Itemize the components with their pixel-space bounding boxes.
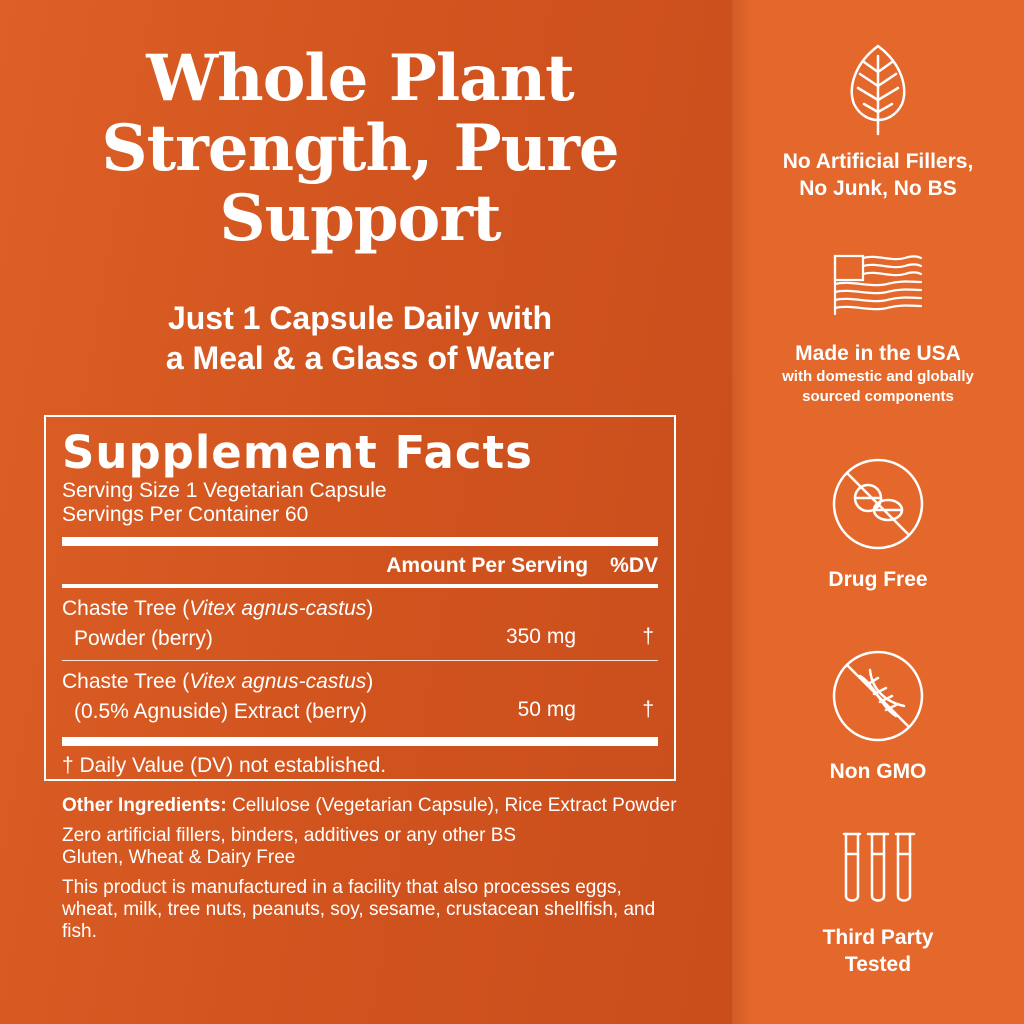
facts-divider-thick	[62, 737, 658, 746]
subheadline-line-2: a Meal & a Glass of Water	[165, 340, 555, 376]
other-ingredients-text: Cellulose (Vegetarian Capsule), Rice Ext…	[226, 795, 677, 816]
header-amount: Amount Per Serving	[386, 554, 589, 577]
facts-header-row: Amount Per Serving %DV	[62, 552, 658, 584]
allergen-statement: This product is manufactured in a facili…	[62, 877, 656, 942]
ingredient-row: Chaste Tree (Vitex agnus-castus) (0.5% A…	[62, 661, 658, 733]
headline-line-1: Whole Plant	[146, 41, 574, 116]
headline: Whole Plant Strength, Pure Support	[40, 44, 680, 254]
feature-label: Non GMO	[829, 760, 927, 783]
ingredient-amount: 50 mg	[517, 698, 576, 721]
feature-sublabel: sourced components	[802, 388, 954, 405]
facts-divider-thin	[62, 660, 658, 661]
feature-non-gmo: Non GMO	[732, 648, 1024, 785]
facts-title: Supplement Facts	[62, 426, 533, 479]
feature-label: No Junk, No BS	[799, 177, 957, 200]
subheadline-line-1: Just 1 Capsule Daily with	[167, 300, 553, 336]
feature-sublabel: with domestic and globally	[782, 368, 974, 385]
feature-label: No Artificial Fillers,	[782, 150, 974, 173]
ingredient-form: Powder (berry)	[74, 627, 213, 650]
feature-label: Drug Free	[828, 568, 928, 591]
leaf-icon	[850, 44, 906, 136]
feature-label: Made in the USA	[795, 342, 961, 365]
servings-per-container: Servings Per Container 60	[62, 503, 309, 526]
test-tubes-icon	[842, 832, 916, 902]
header-dv: %DV	[610, 554, 658, 577]
usa-flag-icon	[833, 254, 923, 316]
other-ingredients: Other Ingredients: Cellulose (Vegetarian…	[62, 795, 682, 817]
feature-label: Third Party	[822, 926, 934, 949]
no-dna-icon	[832, 650, 924, 742]
ingredient-notes: Other Ingredients: Cellulose (Vegetarian…	[62, 795, 682, 951]
ingredient-name: Chaste Tree (Vitex agnus-castus)	[62, 597, 374, 620]
feature-no-fillers: No Artificial Fillers, No Junk, No BS	[732, 42, 1024, 202]
no-pills-icon	[832, 458, 924, 550]
left-panel	[0, 0, 732, 1024]
facts-divider-medium	[62, 584, 658, 588]
serving-size: Serving Size 1 Vegetarian Capsule	[62, 479, 387, 502]
feature-drug-free: Drug Free	[732, 456, 1024, 593]
ingredient-row: Chaste Tree (Vitex agnus-castus) Powder …	[62, 588, 658, 660]
headline-line-3: Support	[219, 181, 501, 256]
ingredient-latin-name: Vitex agnus-castus	[189, 597, 367, 620]
free-from-statement: Zero artificial fillers, binders, additi…	[62, 825, 517, 868]
supplement-facts-panel: Supplement Facts Serving Size 1 Vegetari…	[44, 415, 676, 781]
headline-line-2: Strength, Pure	[101, 111, 619, 186]
ingredient-dv: †	[642, 698, 654, 721]
ingredient-name: Chaste Tree (Vitex agnus-castus)	[62, 670, 374, 693]
ingredient-latin-name: Vitex agnus-castus	[189, 670, 367, 693]
ingredient-amount: 350 mg	[505, 625, 576, 648]
feature-third-party-tested: Third Party Tested	[732, 830, 1024, 978]
feature-made-in-usa: Made in the USA with domestic and global…	[732, 252, 1024, 407]
subheadline: Just 1 Capsule Daily with a Meal & a Gla…	[40, 298, 680, 378]
other-ingredients-label: Other Ingredients:	[62, 795, 227, 816]
facts-divider-thick	[62, 537, 658, 546]
facts-footnote: † Daily Value (DV) not established.	[62, 754, 387, 777]
ingredient-dv: †	[642, 625, 654, 648]
ingredient-form: (0.5% Agnuside) Extract (berry)	[74, 700, 367, 723]
feature-label: Tested	[844, 953, 912, 976]
